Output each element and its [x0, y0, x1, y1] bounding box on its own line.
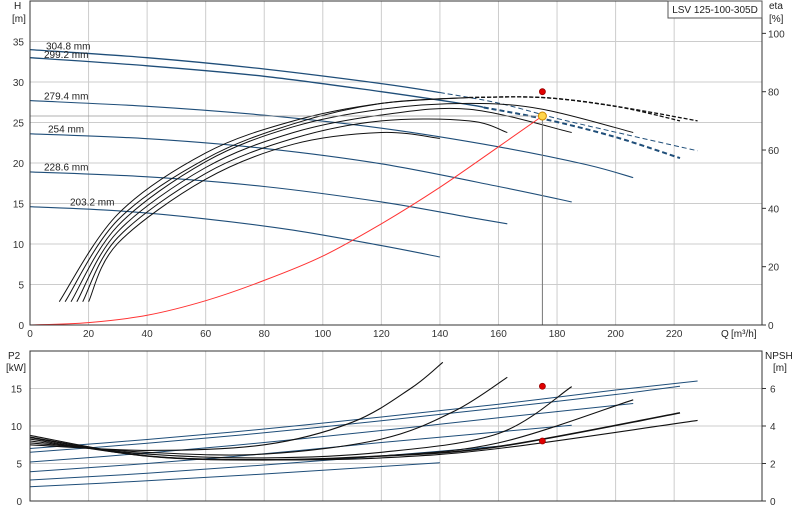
- impeller-diameter-label: 203.2 mm: [70, 197, 114, 208]
- operating-point-markers: [537, 88, 547, 445]
- top-y2-tick-label: 60: [768, 146, 780, 157]
- bottom-y2-unit: [m]: [773, 363, 787, 374]
- power-curve: [29, 380, 698, 449]
- power-curve: [29, 385, 681, 453]
- top-y-tick-label: 5: [18, 281, 24, 292]
- top-y-label: H: [14, 1, 21, 12]
- impeller-diameter-label: 279.4 mm: [44, 91, 88, 102]
- efficiency-curve-extension: [469, 96, 681, 122]
- bottom-y2-tick-label: 0: [770, 497, 776, 508]
- npsh-curve: [29, 361, 444, 451]
- model-box: LSV 125-100-305D: [667, 0, 763, 19]
- impeller-diameter-label: 299.2 mm: [44, 50, 88, 61]
- x-tick-label: 60: [200, 329, 212, 340]
- x-tick-label: 160: [490, 329, 507, 340]
- top-y-tick-label: 10: [13, 240, 25, 251]
- power-curve: [29, 462, 440, 488]
- x-tick-label: 0: [27, 329, 33, 340]
- x-tick-label: 120: [373, 329, 390, 340]
- top-x-unit: [m³/h]: [731, 329, 757, 340]
- npsh-curve: [29, 419, 698, 461]
- bottom-y-tick-label: 15: [11, 385, 23, 396]
- top-y2-tick-label: 100: [768, 29, 785, 40]
- head-curve: [29, 48, 440, 94]
- npsh-point-marker: [539, 437, 546, 445]
- power-curve: [29, 445, 508, 481]
- top-y2-label: eta: [769, 1, 783, 12]
- x-tick-label: 220: [666, 329, 683, 340]
- top-y-tick-label: 15: [13, 200, 25, 211]
- bottom-y2-tick-label: 2: [770, 460, 776, 471]
- top-y2-tick-label: 80: [768, 88, 780, 99]
- bottom-y-tick-label: 5: [16, 460, 22, 471]
- efficiency-curve: [88, 131, 440, 302]
- bottom-y2-tick-label: 6: [770, 385, 776, 396]
- top-y-tick-label: 35: [13, 38, 25, 49]
- top-y-tick-label: 30: [13, 78, 25, 89]
- top-x-label: Q: [721, 329, 729, 340]
- top-y-tick-label: 0: [18, 321, 24, 332]
- x-tick-label: 40: [142, 329, 154, 340]
- tick-labels: 0 20 40 60 80 100 120 140 160 180 200 2200510152025…: [11, 29, 785, 508]
- x-tick-label: 200: [607, 329, 624, 340]
- x-tick-label: 20: [83, 329, 95, 340]
- bottom-y-label: P2: [8, 351, 21, 362]
- bottom-y2-label: NPSH: [765, 351, 793, 362]
- duty-point-marker: [537, 111, 547, 121]
- x-tick-label: 180: [549, 329, 566, 340]
- top-plot-frame: [29, 0, 763, 326]
- top-y-tick-label: 25: [13, 119, 25, 130]
- top-y2-tick-label: 40: [768, 204, 780, 215]
- top-grid: [30, 1, 762, 325]
- impeller-diameter-label: 304.8 mm: [46, 42, 90, 53]
- top-series: [29, 48, 698, 326]
- npsh-curve: [29, 376, 508, 456]
- efficiency-curve: [76, 107, 572, 302]
- npsh-curve: [29, 386, 572, 459]
- top-y-unit: [m]: [12, 14, 26, 25]
- axis-titles: H [m] eta [%] Q [m³/h] P2 [kW] NPSH [m]: [6, 1, 793, 374]
- bottom-series: [29, 361, 698, 488]
- efficiency-curve: [70, 102, 634, 302]
- x-tick-label: 100: [314, 329, 331, 340]
- top-y2-tick-label: 0: [768, 321, 774, 332]
- power-curve: [29, 403, 634, 463]
- efficiency-point-marker: [539, 88, 546, 96]
- system-curve: [29, 115, 543, 326]
- top-y-tick-label: 20: [13, 159, 25, 170]
- bottom-y2-tick-label: 4: [770, 422, 776, 433]
- top-y2-unit: [%]: [769, 14, 784, 25]
- head-curve: [29, 171, 508, 225]
- power-point-marker: [539, 382, 546, 390]
- impeller-diameter-label: 254 mm: [48, 124, 84, 135]
- bottom-y-unit: [kW]: [6, 363, 26, 374]
- top-y2-tick-label: 20: [768, 263, 780, 274]
- head-curve-extension: [439, 92, 698, 152]
- model-label: LSV 125-100-305D: [672, 5, 758, 16]
- bottom-y-tick-label: 0: [16, 497, 22, 508]
- head-curve: [29, 133, 572, 203]
- head-curve: [29, 57, 484, 109]
- bottom-y-tick-label: 10: [11, 422, 23, 433]
- efficiency-curve: [64, 97, 470, 302]
- x-tick-label: 140: [432, 329, 449, 340]
- head-curve: [29, 100, 634, 179]
- head-curve: [29, 206, 441, 258]
- efficiency-curve: [82, 118, 508, 302]
- x-tick-label: 80: [259, 329, 271, 340]
- impeller-diameter-label: 228.6 mm: [44, 162, 88, 173]
- model-box-frame: [667, 0, 763, 19]
